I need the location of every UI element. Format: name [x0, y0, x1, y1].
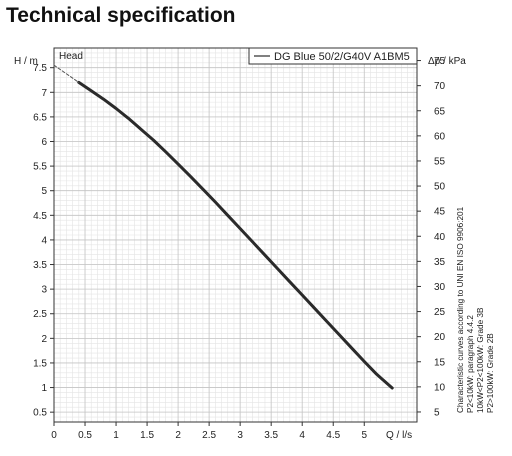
- x-tick-label: 5: [361, 430, 367, 441]
- plot-head-label: Head: [59, 51, 83, 62]
- note-line-4: P2>100kW: Grade 2B: [486, 333, 495, 413]
- note-line-3: 10kW<P2<100kW: Grade 3B: [476, 307, 485, 413]
- y-axis-left-label: H / m: [14, 56, 38, 67]
- y2-tick-label: 15: [434, 357, 446, 368]
- y-tick-label: 0.5: [33, 408, 47, 419]
- y-tick-label: 1: [41, 383, 47, 394]
- legend-entry: DG Blue 50/2/G40V A1BM5: [274, 51, 410, 63]
- y-tick-label: 5.5: [33, 162, 47, 173]
- y-tick-label: 3.5: [33, 260, 47, 271]
- x-tick-label: 3.5: [264, 430, 278, 441]
- pump-curve-line: [77, 80, 394, 390]
- series-layer: [53, 64, 394, 390]
- x-tick-label: 2.5: [202, 430, 216, 441]
- note-line-1: Characteristic curves according to UNI E…: [456, 206, 465, 413]
- x-tick-label: 4.5: [326, 430, 340, 441]
- y-tick-label: 4.5: [33, 211, 47, 222]
- y2-tick-label: 5: [434, 407, 440, 418]
- x-tick-label: 0: [51, 430, 57, 441]
- test-notes: Characteristic curves according to UNI E…: [456, 206, 495, 413]
- x-tick-label: 2: [175, 430, 181, 441]
- minor-grid: [54, 48, 417, 422]
- y-tick-label: 7: [41, 88, 47, 99]
- x-axis-ticks: 0 0.5 1 1.5 2 2.5 3 3.5 4 4.5 5: [51, 422, 367, 441]
- x-tick-label: 4: [299, 430, 305, 441]
- y2-tick-label: 30: [434, 282, 446, 293]
- legend-box: [248, 47, 418, 65]
- plot-frame: [53, 47, 418, 423]
- y2-tick-label: 55: [434, 156, 446, 167]
- y-tick-label: 3: [41, 285, 47, 296]
- y2-tick-label: 75: [434, 56, 446, 67]
- page-title: Technical specification: [6, 4, 236, 27]
- x-tick-label: 0.5: [78, 430, 92, 441]
- y2-tick-label: 10: [434, 382, 446, 393]
- x-tick-label: 1.5: [140, 430, 154, 441]
- y2-tick-label: 65: [434, 106, 446, 117]
- legend: DG Blue 50/2/G40V A1BM5: [248, 47, 418, 65]
- y-tick-label: 6: [41, 137, 47, 148]
- y-tick-label: 6.5: [33, 112, 47, 123]
- y2-tick-label: 50: [434, 182, 446, 193]
- y2-tick-label: 20: [434, 332, 446, 343]
- y2-tick-label: 70: [434, 81, 446, 92]
- y-tick-label: 2.5: [33, 309, 47, 320]
- y-axis-right-ticks: 5 10 15 20 25 30 35 40 45 50 55 60 65 70 75: [417, 56, 446, 418]
- x-tick-label: 1: [113, 430, 119, 441]
- y-axis-right-label: Δp / kPa: [428, 56, 466, 67]
- major-grid: [53, 48, 417, 422]
- y2-tick-label: 40: [434, 232, 446, 243]
- y-tick-label: 7.5: [33, 63, 47, 74]
- x-axis-label: Q / l/s: [386, 430, 412, 441]
- x-tick-label: 3: [237, 430, 243, 441]
- y-axis-left-ticks: 0.5 1 1.5 2 2.5 3 3.5 4 4.5 5 5.5 6 6.5 7 7.5: [33, 63, 54, 419]
- y-tick-label: 5: [41, 186, 47, 197]
- note-line-2: P2<10kW: paragraph 4.4.2: [466, 315, 475, 413]
- y-tick-label: 2: [41, 334, 47, 345]
- y-tick-label: 1.5: [33, 358, 47, 369]
- y2-tick-label: 45: [434, 207, 446, 218]
- y2-tick-label: 35: [434, 257, 446, 268]
- curve-extrapolation-line: [53, 64, 80, 83]
- y-tick-label: 4: [41, 235, 47, 246]
- y2-tick-label: 25: [434, 307, 446, 318]
- y2-tick-label: 60: [434, 131, 446, 142]
